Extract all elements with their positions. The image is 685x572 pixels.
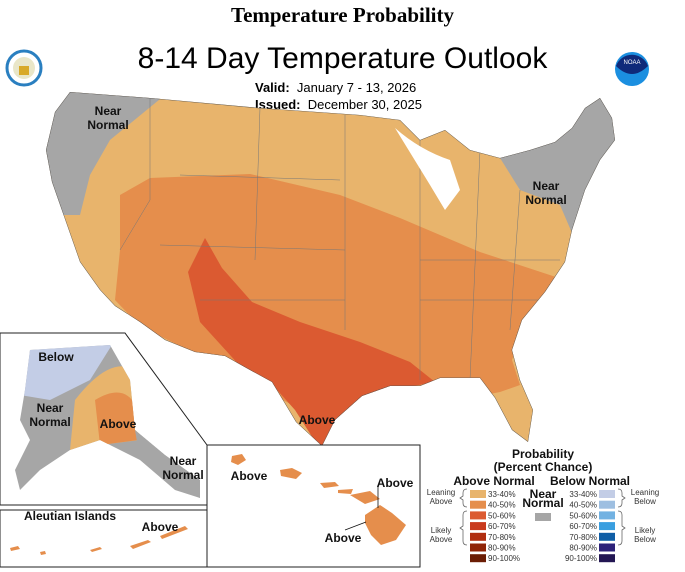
label-ak-above: Above — [100, 417, 137, 431]
legend-above-range: 90-100% — [488, 554, 520, 563]
label-aleutian-above: Above — [142, 520, 179, 534]
label-ne: Near Normal — [525, 179, 566, 207]
legend-swatch-below-0 — [599, 490, 615, 498]
label-ak-se-near: Near Normal — [162, 454, 203, 482]
hawaii-islands — [231, 454, 406, 545]
legend-above-range: 60-70% — [488, 522, 516, 531]
label-ak-below: Below — [38, 350, 74, 364]
legend-above-range: 40-50% — [488, 501, 516, 510]
legend-below-range: 90-100% — [565, 554, 597, 563]
legend-below-range: 33-40% — [569, 490, 597, 499]
legend-above-header: Above Normal — [453, 474, 534, 488]
legend-title: Probability — [512, 447, 574, 461]
label-hi-above-1: Above — [231, 469, 268, 483]
legend-swatch-above-4 — [470, 532, 486, 541]
legend-swatch-below-2 — [599, 511, 615, 520]
valid-label: Valid: — [255, 80, 290, 95]
legend-below-header: Below Normal — [550, 474, 630, 488]
region-nw-near-normal — [46, 92, 165, 215]
legend-swatch-above-0 — [470, 490, 486, 498]
valid-dates: January 7 - 13, 2026 — [296, 80, 417, 95]
legend-swatch-below-5 — [599, 543, 615, 552]
legend-below-range: 70-80% — [569, 533, 597, 542]
legend-above-range: 50-60% — [488, 511, 516, 520]
map-title: 8-14 Day Temperature Outlook — [137, 42, 548, 75]
legend-below-range: 50-60% — [569, 511, 597, 520]
issued-line: Issued: December 30, 2025 — [255, 97, 422, 112]
legend-above-range: 33-40% — [488, 490, 516, 499]
legend-below-range: 60-70% — [569, 522, 597, 531]
legend-likely-below: Likely Below — [634, 526, 656, 544]
legend-swatch-below-3 — [599, 522, 615, 531]
legend-swatch-above-3 — [470, 522, 486, 531]
legend-swatch-above-2 — [470, 511, 486, 520]
state-borders — [119, 98, 560, 381]
legend-swatch-below-6 — [599, 554, 615, 563]
legend-swatch-below-1 — [599, 500, 615, 509]
ak-above-40 — [95, 392, 138, 445]
legend-above-range: 80-90% — [488, 544, 516, 553]
legend-below-range: 40-50% — [569, 501, 597, 510]
legend-swatch-near — [535, 513, 551, 521]
legend-swatch-above-5 — [470, 543, 486, 552]
legend-leaning-below: Leaning Below — [631, 488, 659, 506]
legend-subtitle: (Percent Chance) — [494, 460, 593, 474]
great-lakes — [395, 128, 460, 210]
legend-above-range: 70-80% — [488, 533, 516, 542]
legend-likely-above: Likely Above — [430, 526, 453, 544]
legend-near-label: Near Normal — [522, 487, 563, 510]
legend-brackets — [459, 488, 626, 546]
ak-leaning-below — [20, 345, 115, 400]
valid-line: Valid: January 7 - 13, 2026 — [255, 80, 416, 95]
label-hi-above-3: Above — [325, 531, 362, 545]
legend-swatch-above-1 — [470, 500, 486, 509]
legend-below-range: 80-90% — [569, 544, 597, 553]
legend: Probability(Percent Chance)Above Normal B… — [427, 447, 659, 563]
legend-swatch-below-4 — [599, 532, 615, 541]
noaa-logo: NOAA — [615, 52, 649, 86]
noaa-logo-text: NOAA — [623, 60, 640, 66]
aleutian-inset — [0, 509, 208, 568]
label-ak-near: Near Normal — [29, 401, 70, 429]
issued-date: December 30, 2025 — [307, 97, 422, 112]
legend-swatch-above-6 — [470, 554, 486, 563]
label-hi-above-2: Above — [377, 476, 414, 490]
hawaii-inset — [206, 444, 421, 568]
label-aleutian-title: Aleutian Islands — [24, 509, 116, 523]
legend-leaning-above: Leaning Above — [427, 488, 455, 506]
aleutian-islands — [10, 526, 188, 555]
commerce-seal-logo — [5, 49, 43, 87]
page-header: Temperature Probability — [230, 3, 455, 27]
label-nw: Near Normal — [87, 104, 128, 132]
label-texas: Above — [299, 413, 336, 427]
issued-label: Issued: — [255, 97, 301, 112]
